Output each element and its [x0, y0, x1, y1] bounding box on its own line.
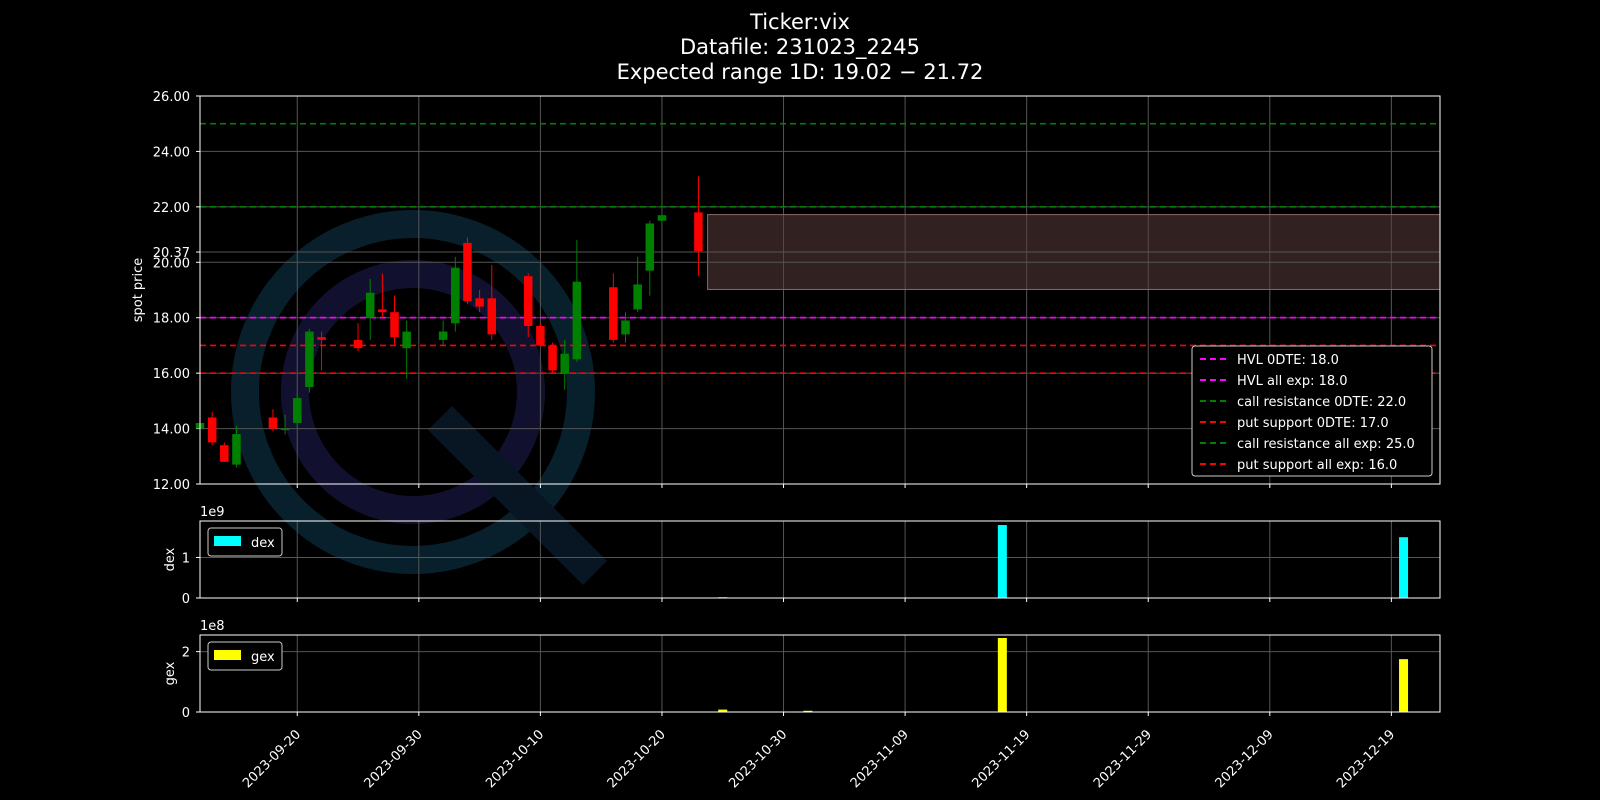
gex-bar — [1399, 659, 1409, 712]
x-tick-label: 2023-10-30 — [726, 727, 790, 791]
gex-legend-box — [207, 641, 283, 671]
price-legend-box — [1191, 345, 1433, 477]
x-tick-label: 2023-12-19 — [1334, 727, 1398, 791]
dex-bar — [997, 525, 1007, 598]
candle-body — [560, 353, 569, 374]
candle-body — [463, 242, 472, 302]
candle-body — [268, 417, 278, 429]
chart-title-datafile: Datafile: 231023_2245 — [680, 35, 920, 59]
legend-label: HVL 0DTE: 18.0 — [1237, 353, 1339, 368]
x-tick-label: 2023-09-20 — [240, 727, 304, 791]
y-tick-label: 24.00 — [153, 145, 190, 160]
candle-body — [633, 284, 642, 310]
y-tick-label: 14.00 — [153, 423, 190, 438]
candle-body — [536, 326, 545, 346]
axes-frame — [199, 95, 1441, 485]
candle-body — [280, 428, 290, 431]
candle-body — [487, 298, 497, 335]
y-tick-label: 22.00 — [153, 201, 190, 216]
legend-label: dex — [251, 536, 275, 551]
gex-bar — [718, 709, 728, 712]
axis-exponent-label: 1e9 — [200, 505, 225, 520]
legend-label: put support all exp: 16.0 — [1237, 458, 1397, 473]
candle-body — [645, 223, 655, 271]
legend-label: put support 0DTE: 17.0 — [1237, 416, 1389, 431]
candle-body — [609, 287, 618, 340]
candle-body — [451, 267, 460, 324]
legend-swatch — [214, 536, 241, 546]
axis-exponent-label: 1e8 — [200, 619, 225, 634]
y-axis-label: spot price — [131, 258, 146, 323]
y-tick-label: 1 — [182, 551, 190, 566]
y-tick-label: 26.00 — [153, 90, 190, 105]
candle-body — [232, 434, 241, 465]
legend-label: HVL all exp: 18.0 — [1237, 374, 1348, 389]
y-tick-label: 0 — [182, 706, 190, 721]
axes-frame — [199, 634, 1441, 713]
x-tick-label: 2023-10-10 — [483, 727, 547, 791]
candle-body — [353, 339, 363, 349]
chart-title-ticker: Ticker:vix — [750, 10, 850, 34]
chart-title-expected-range: Expected range 1D: 19.02 − 21.72 — [616, 60, 984, 84]
candle-body — [694, 212, 703, 252]
candle-body — [523, 276, 533, 327]
candle-body — [402, 331, 411, 349]
candle-body — [548, 345, 557, 371]
watermark-logo — [231, 210, 608, 586]
y-tick-label: 20.00 — [153, 256, 190, 271]
x-tick-label: 2023-11-09 — [848, 727, 912, 791]
x-tick-label: 2023-11-19 — [969, 727, 1033, 791]
x-tick-label: 2023-09-30 — [362, 727, 426, 791]
y-tick-label: 0 — [182, 592, 190, 607]
candle-body — [207, 417, 217, 443]
y-tick-label: 18.00 — [153, 312, 190, 327]
x-tick-label: 2023-10-20 — [605, 727, 669, 791]
candle-body — [621, 320, 630, 335]
dex-bar — [1399, 537, 1409, 598]
legend-label: gex — [251, 650, 275, 665]
candle-body — [293, 398, 302, 424]
legend-label: call resistance all exp: 25.0 — [1237, 437, 1415, 452]
candle-body — [657, 215, 667, 221]
y-axis-label: dex — [163, 547, 178, 571]
candle-body — [378, 309, 387, 313]
dex-legend-box — [207, 527, 283, 557]
candle-body — [390, 312, 399, 338]
candle-body — [475, 298, 484, 307]
candle-body — [317, 337, 326, 340]
candle-body — [305, 331, 314, 387]
chart-title-block: Ticker:vix Datafile: 231023_2245 Expecte… — [0, 10, 1600, 85]
y-tick-label: 20.37 — [153, 246, 190, 261]
candle-body — [365, 292, 375, 318]
x-tick-label: 2023-12-09 — [1213, 727, 1277, 791]
legend-label: call resistance 0DTE: 22.0 — [1237, 395, 1406, 410]
axes-frame — [199, 520, 1441, 599]
legend-swatch — [214, 650, 241, 660]
y-tick-label: 2 — [182, 646, 190, 661]
candle-body — [572, 281, 582, 360]
y-tick-label: 12.00 — [153, 478, 190, 493]
candle-body — [220, 445, 229, 462]
gex-bar — [803, 710, 813, 712]
gex-bar — [997, 638, 1007, 712]
y-tick-label: 16.00 — [153, 367, 190, 382]
x-tick-label: 2023-11-29 — [1091, 727, 1155, 791]
candle-body — [438, 331, 448, 340]
y-axis-label: gex — [163, 661, 178, 685]
